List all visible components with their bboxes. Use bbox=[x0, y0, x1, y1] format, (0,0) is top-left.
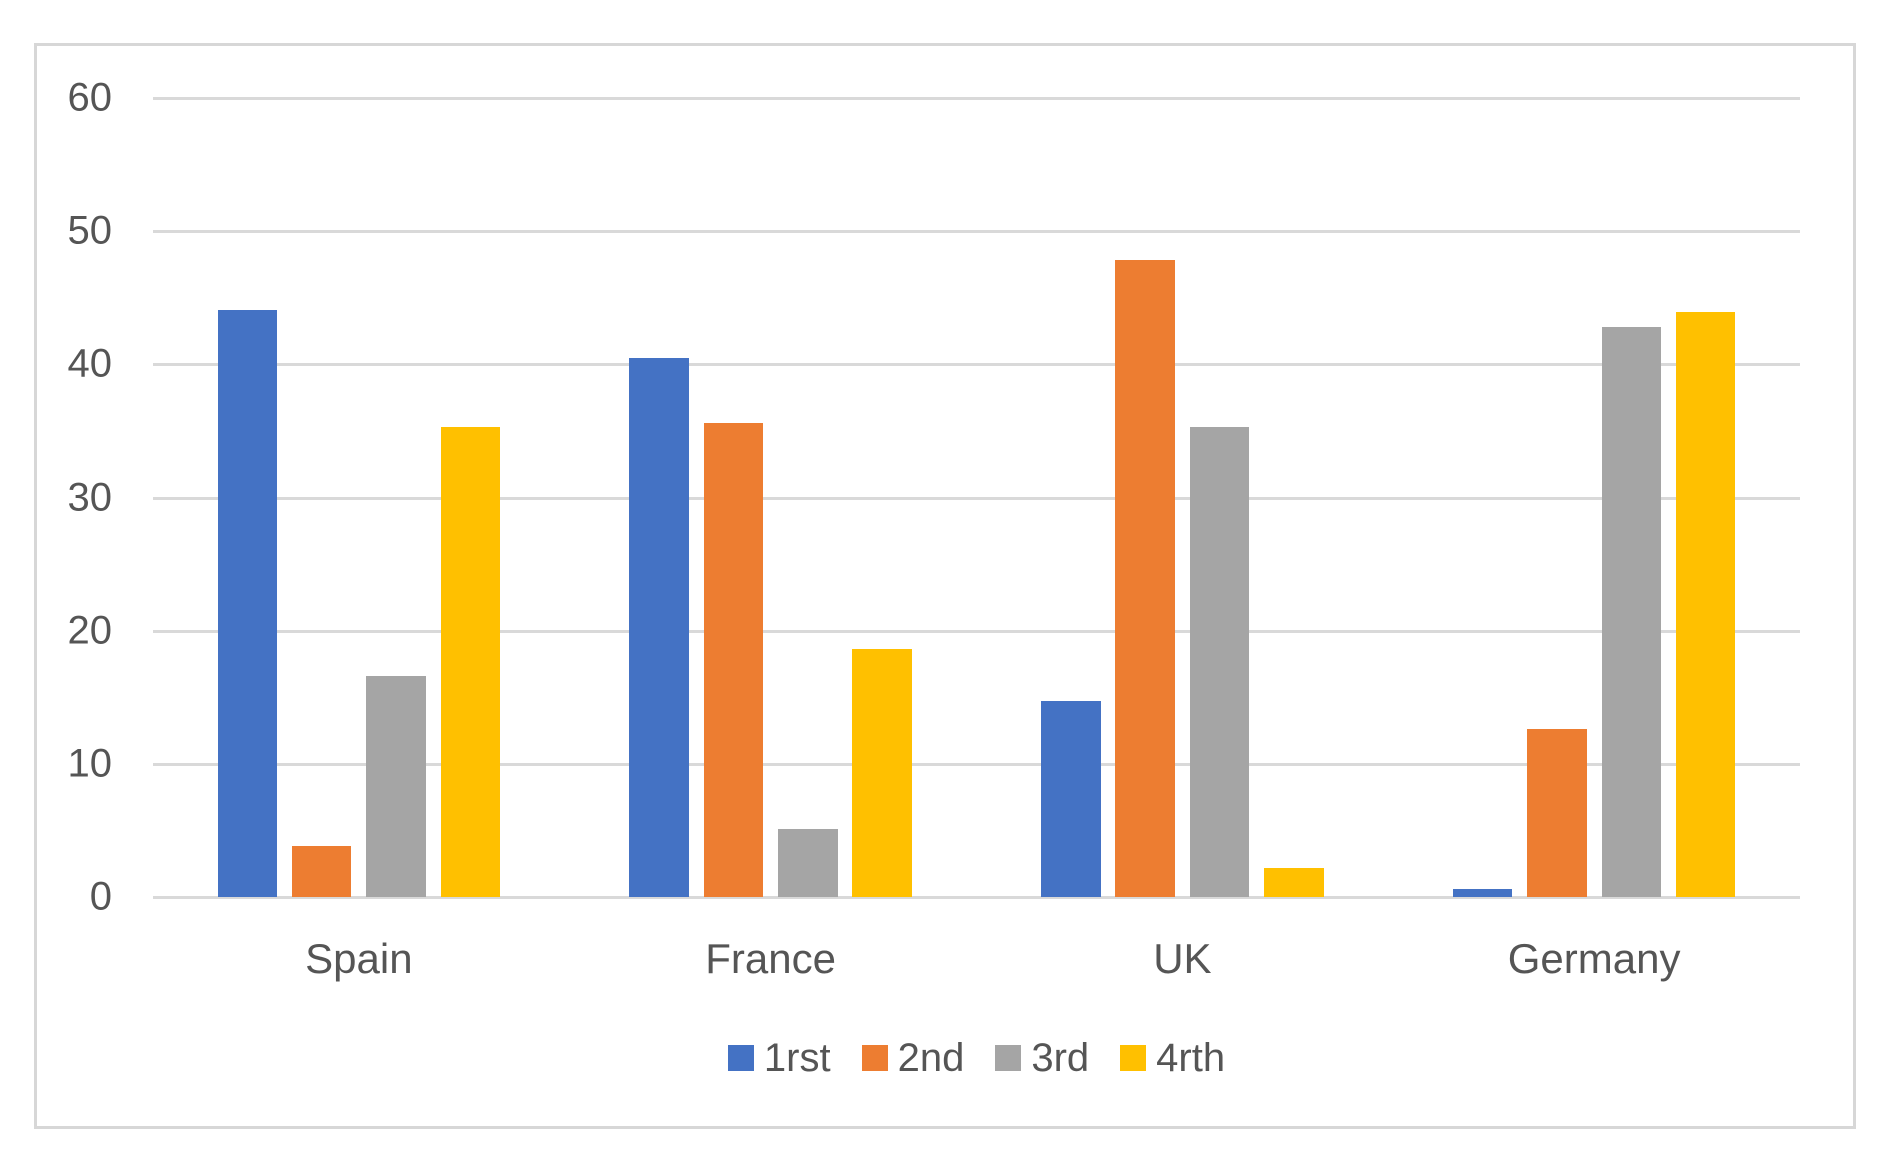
x-axis-label-france: France bbox=[705, 935, 836, 982]
bar-france-4rth bbox=[852, 649, 912, 897]
legend-swatch-2nd bbox=[861, 1045, 888, 1071]
bar-france-2nd bbox=[703, 422, 764, 897]
legend-swatch-3rd bbox=[995, 1045, 1022, 1071]
gridline-10 bbox=[153, 762, 1800, 766]
chart-frame bbox=[34, 43, 1856, 1129]
legend-swatch-1rst bbox=[727, 1045, 754, 1071]
legend-label: 4rth bbox=[1156, 1035, 1226, 1080]
y-axis-tick-label: 0 bbox=[89, 874, 112, 919]
bar-germany-4rth bbox=[1675, 312, 1736, 897]
gridline-20 bbox=[153, 629, 1800, 633]
y-axis-tick-label: 60 bbox=[67, 75, 113, 120]
legend: 1rst 2nd 3rd 4rth bbox=[153, 1032, 1800, 1084]
x-axis-label-spain: Spain bbox=[305, 935, 413, 982]
bar-uk-4rth bbox=[1264, 867, 1324, 897]
y-axis-tick-label: 40 bbox=[67, 341, 113, 386]
gridline-0 bbox=[153, 896, 1800, 899]
bar-france-1rst bbox=[629, 357, 689, 897]
bar-germany-2nd bbox=[1527, 729, 1587, 897]
x-axis-label-germany: Germany bbox=[1507, 935, 1681, 982]
legend-swatch-4rth bbox=[1120, 1045, 1147, 1071]
legend-label: 2nd bbox=[897, 1035, 965, 1080]
legend-label: 1rst bbox=[763, 1035, 831, 1080]
gridline-40 bbox=[153, 363, 1800, 367]
gridline-50 bbox=[153, 230, 1800, 234]
legend-item-4rth: 4rth bbox=[1120, 1036, 1225, 1081]
bar-germany-1rst bbox=[1452, 889, 1513, 897]
y-axis-tick-label: 50 bbox=[67, 208, 113, 253]
x-axis-label-uk: UK bbox=[1153, 935, 1212, 982]
legend-item-1rst: 1rst bbox=[727, 1035, 831, 1081]
y-axis-tick-label: 10 bbox=[67, 741, 113, 786]
bar-germany-3rd bbox=[1601, 327, 1662, 897]
legend-item-3rd: 3rd bbox=[995, 1036, 1089, 1081]
bar-spain-2nd bbox=[291, 846, 352, 897]
gridline-60 bbox=[153, 97, 1800, 100]
bar-uk-3rd bbox=[1189, 426, 1250, 897]
y-axis-tick-label: 20 bbox=[67, 608, 113, 653]
bar-spain-4rth bbox=[440, 426, 501, 897]
bar-uk-1rst bbox=[1041, 701, 1101, 897]
bar-spain-1rst bbox=[217, 309, 278, 897]
bar-spain-3rd bbox=[366, 675, 426, 897]
bar-uk-2nd bbox=[1115, 260, 1175, 897]
y-axis-tick-label: 30 bbox=[67, 475, 113, 519]
gridline-30 bbox=[153, 496, 1800, 500]
legend-label: 3rd bbox=[1031, 1035, 1090, 1080]
legend-item-2nd: 2nd bbox=[861, 1035, 965, 1081]
bar-france-3rd bbox=[778, 829, 838, 897]
